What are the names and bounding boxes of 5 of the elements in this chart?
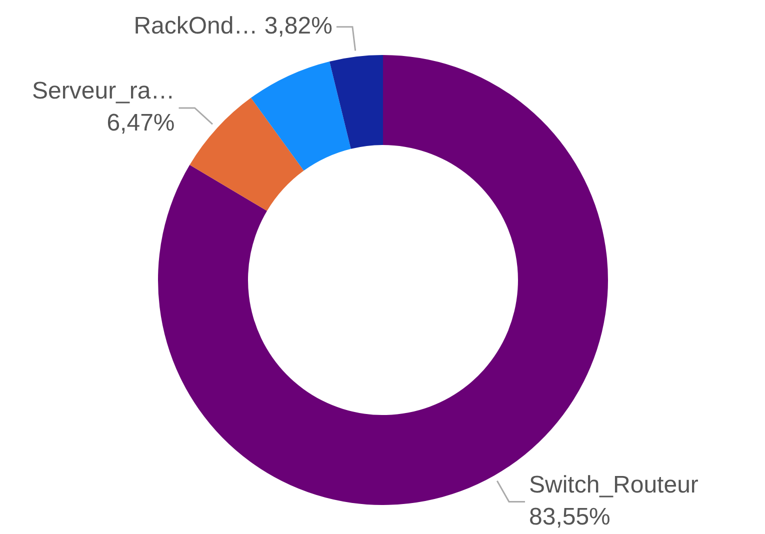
- slice-label: Serveur_ra…: [32, 78, 175, 105]
- slice-label: Switch_Routeur: [528, 471, 698, 498]
- data-label: 83,55%: [528, 503, 610, 530]
- data-label: 6,47%: [106, 110, 175, 137]
- slice-label: RackOnd… 3,82%: [134, 12, 332, 40]
